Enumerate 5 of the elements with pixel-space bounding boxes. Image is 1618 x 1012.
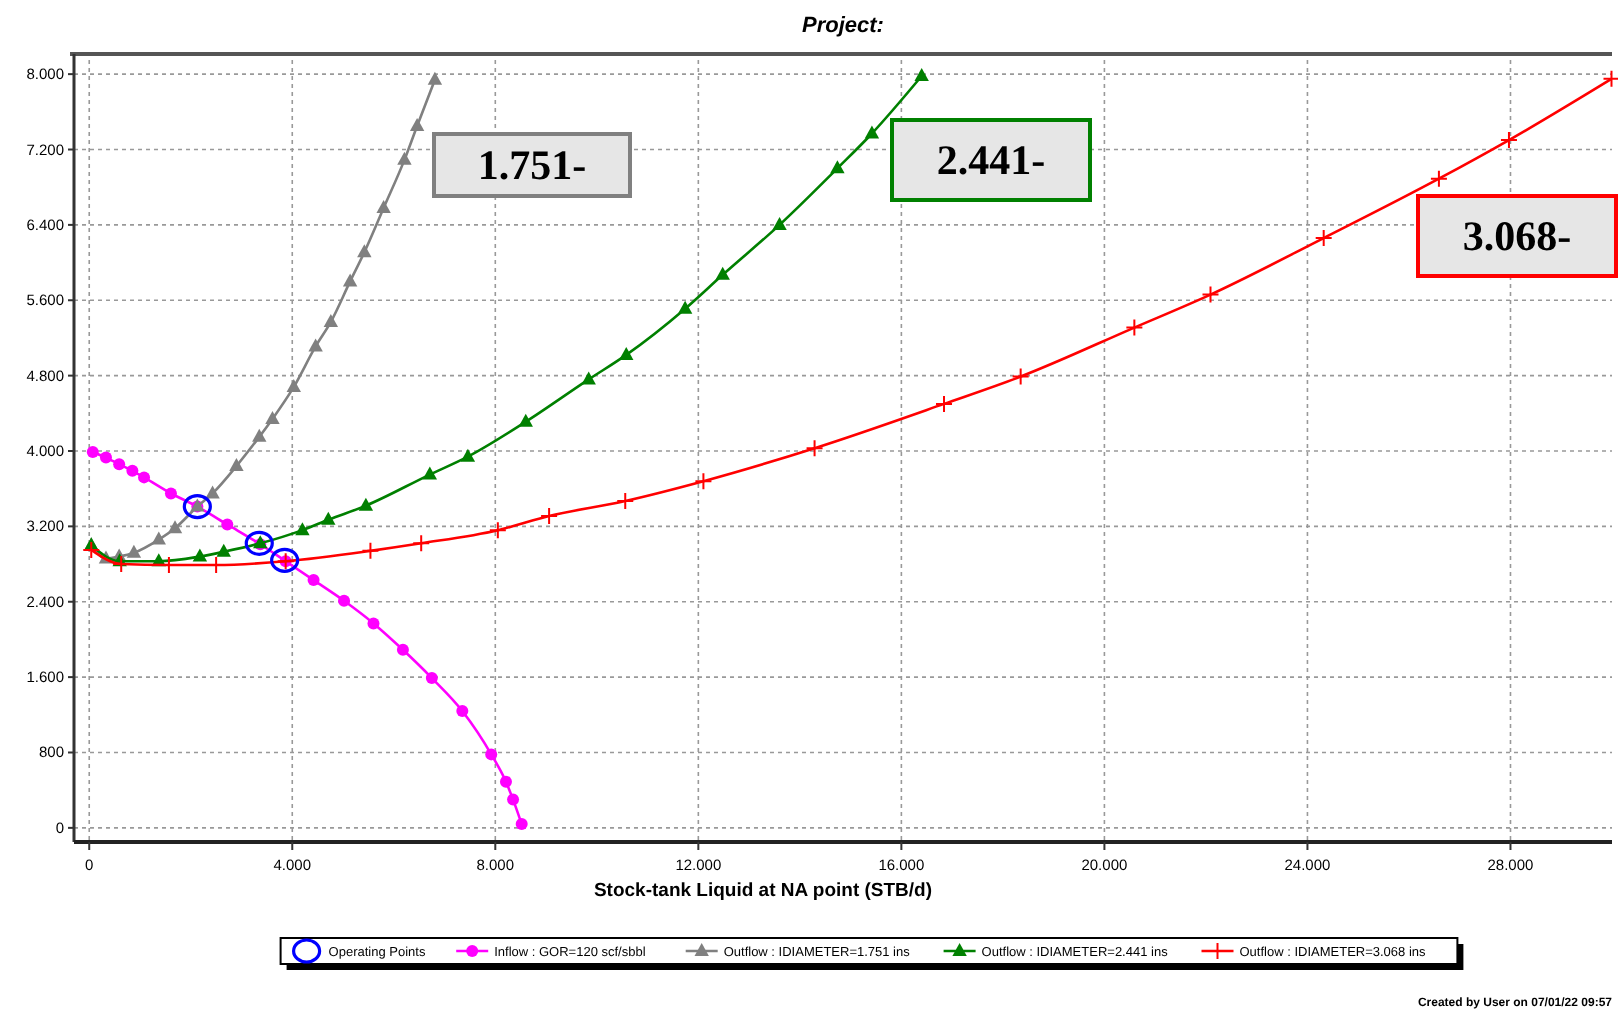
annotation: 2.441-: [936, 136, 1046, 184]
annotation: 3.068-: [1462, 212, 1572, 260]
chart-title: Project:: [802, 14, 885, 38]
x-axis-title: Stock-tank Liquid at NA point (STB/d): [593, 880, 933, 902]
annotation: 1.751-: [477, 141, 587, 189]
